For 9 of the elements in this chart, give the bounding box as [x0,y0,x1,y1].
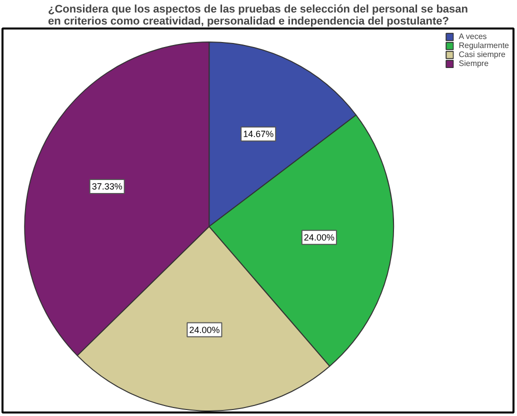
data-label: 24.00% [189,324,220,335]
legend-label: Regularmente [458,41,509,50]
legend-label: Siempre [458,59,489,68]
legend-label: Casi siempre [458,50,506,59]
legend-label: A veces [458,32,487,41]
data-label: 24.00% [304,232,334,242]
data-label: 14.67% [243,128,274,139]
chart-title: ¿Considera que los aspectos de las pruebas de selección del personal se basan en criterios como creatividad, personalidad e independencia del postulante? [48,4,468,28]
data-label: 37.33% [92,181,122,192]
